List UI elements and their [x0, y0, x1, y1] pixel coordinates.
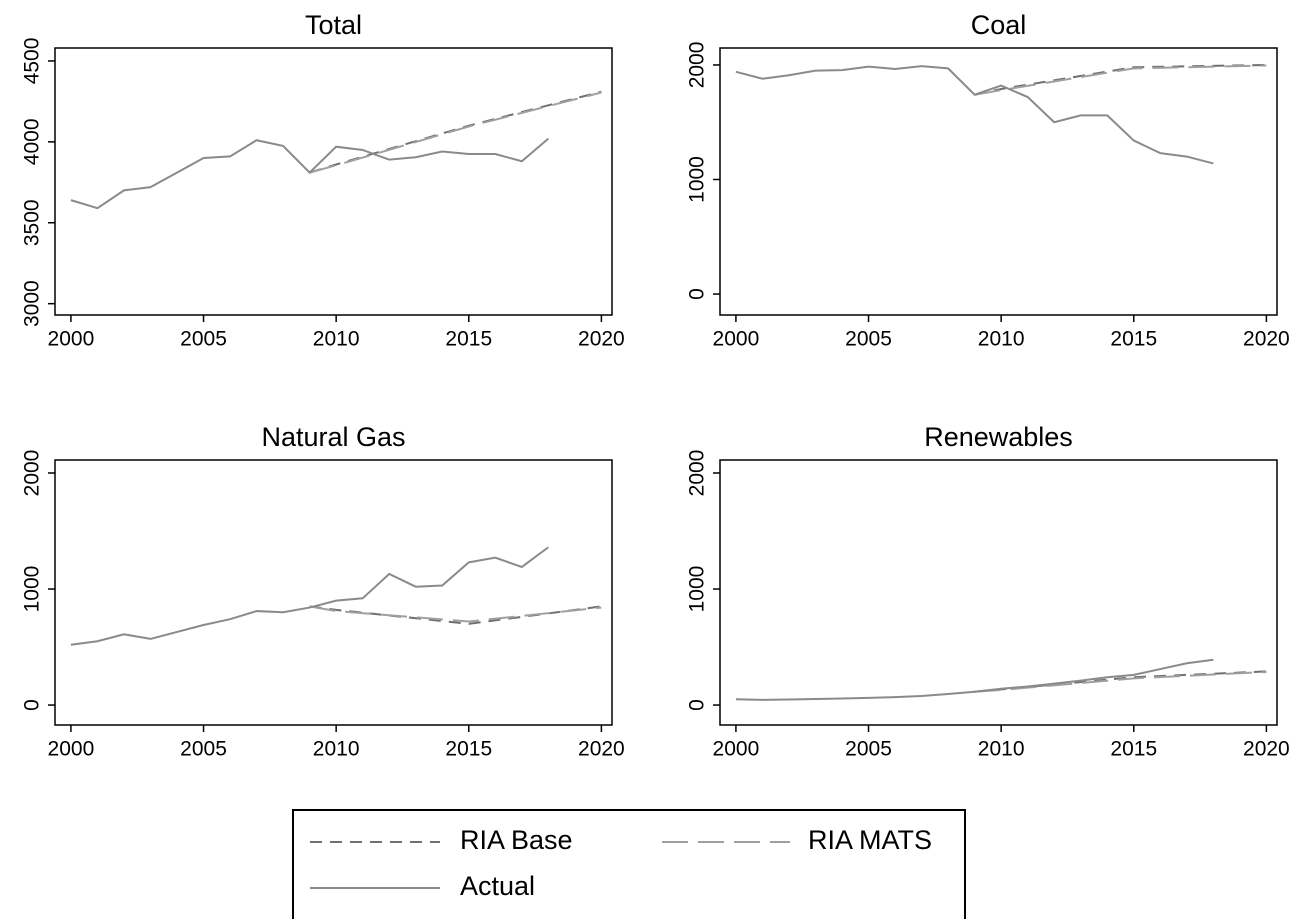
x-tick-label: 2010: [313, 738, 360, 761]
plot-frame: [719, 47, 1278, 316]
x-tick-label: 2000: [48, 738, 95, 761]
y-tick-label: 1000: [21, 566, 44, 613]
x-tick-label: 2015: [1110, 738, 1157, 761]
x-tick-label: 2015: [445, 328, 492, 351]
legend-label: Actual: [460, 871, 535, 901]
plot-frame: [54, 459, 613, 726]
x-tick-label: 2005: [845, 738, 892, 761]
x-tick-label: 2010: [313, 328, 360, 351]
x-tick-label: 2020: [1243, 328, 1290, 351]
panel-title: Total: [305, 10, 362, 40]
plot-frame: [54, 47, 613, 316]
series-line: [974, 63, 1267, 96]
x-tick-label: 2010: [978, 328, 1025, 351]
panel-title: Coal: [971, 10, 1027, 40]
y-tick-label: 3000: [21, 280, 44, 327]
x-tick-label: 2020: [578, 328, 625, 351]
y-tick-label: 1000: [686, 156, 709, 203]
series-line: [70, 137, 549, 210]
x-tick-label: 2020: [1243, 738, 1290, 761]
x-tick-label: 2005: [180, 738, 227, 761]
y-tick-label: 0: [686, 288, 709, 300]
legend-label: RIA Base: [460, 825, 573, 855]
y-tick-label: 2000: [686, 450, 709, 497]
y-tick-label: 1000: [686, 566, 709, 613]
y-tick-label: 4000: [21, 118, 44, 165]
plot-frame: [719, 459, 1278, 726]
x-tick-label: 2005: [845, 328, 892, 351]
x-tick-label: 2005: [180, 328, 227, 351]
y-tick-label: 3500: [21, 199, 44, 246]
y-tick-label: 4500: [21, 38, 44, 85]
y-tick-label: 2000: [686, 42, 709, 89]
series-line: [309, 605, 602, 623]
series-line: [974, 670, 1267, 693]
x-tick-label: 2015: [445, 738, 492, 761]
x-tick-label: 2000: [713, 328, 760, 351]
legend-label: RIA MATS: [808, 825, 932, 855]
x-tick-label: 2015: [1110, 328, 1157, 351]
y-tick-label: 2000: [21, 450, 44, 497]
series-line: [974, 64, 1267, 96]
x-tick-label: 2000: [713, 738, 760, 761]
y-tick-label: 0: [21, 699, 44, 711]
panel-title: Natural Gas: [261, 422, 405, 452]
legend-box: [292, 809, 966, 919]
y-tick-label: 0: [686, 699, 709, 711]
series-line: [70, 546, 549, 646]
series-line: [309, 91, 602, 174]
series-line: [735, 658, 1214, 701]
x-tick-label: 2010: [978, 738, 1025, 761]
x-tick-label: 2020: [578, 738, 625, 761]
x-tick-label: 2000: [48, 328, 95, 351]
series-line: [735, 65, 1214, 165]
panel-title: Renewables: [924, 422, 1073, 452]
